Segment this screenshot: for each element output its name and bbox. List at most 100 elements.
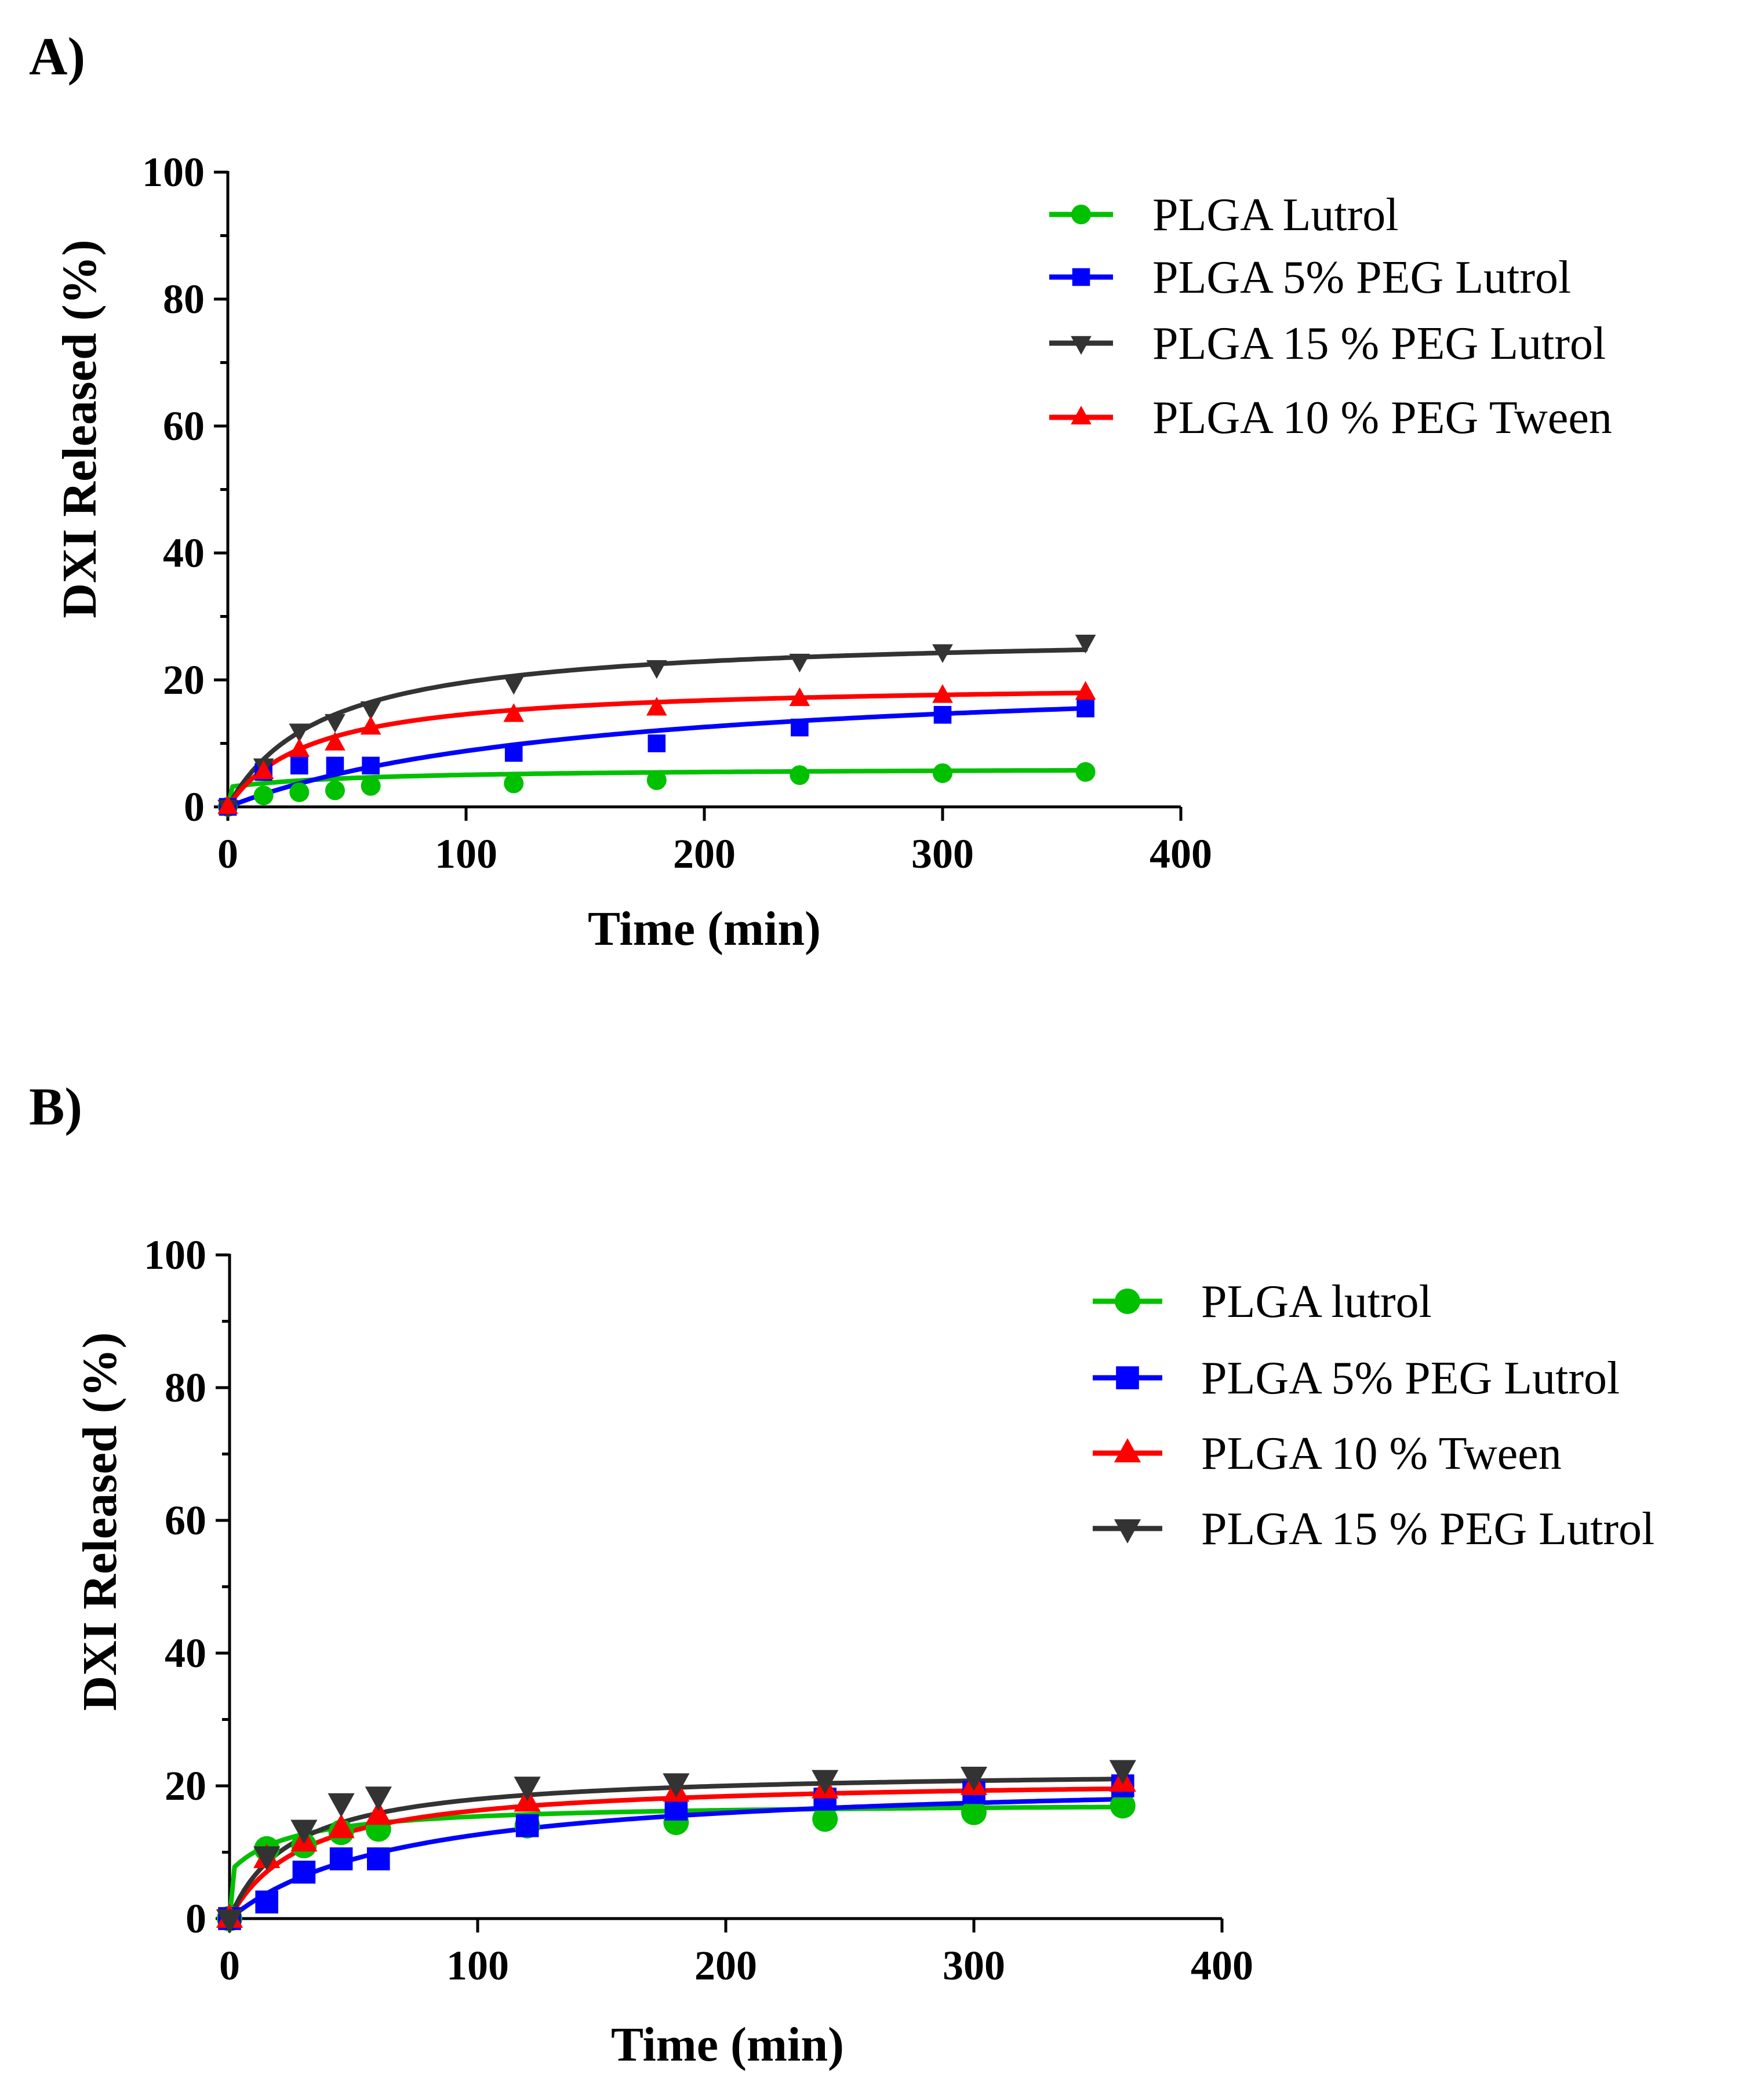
panel-b-plga-15-pct-peg-lutrol-point bbox=[812, 1770, 839, 1795]
panel-a-plga-5pct-peg-lutrol-point bbox=[933, 705, 952, 724]
panel-b-plga-5pct-peg-lutrol-point bbox=[255, 1890, 278, 1914]
panel-b-x-tick-label: 100 bbox=[446, 1942, 509, 1989]
panel-a-y-tick-label: 80 bbox=[163, 276, 205, 322]
panel-b-x-tick-label: 300 bbox=[943, 1942, 1005, 1989]
panel-a-x-tick-label: 0 bbox=[217, 831, 238, 877]
panel-b-plga-5pct-peg-lutrol-legend-marker bbox=[1116, 1366, 1139, 1389]
panel-b-plga-lutrol-legend-label: PLGA lutrol bbox=[1201, 1276, 1432, 1327]
panel-b-y-tick-label: 20 bbox=[165, 1763, 206, 1809]
panel-a-plga-15-pct-peg-lutrol-point bbox=[646, 660, 667, 679]
panel-a-plga-10-pct-peg-tween-legend-label: PLGA 10 % PEG Tween bbox=[1152, 392, 1612, 443]
panel-b-plga-5pct-peg-lutrol-point bbox=[367, 1847, 390, 1870]
panel-a-plga-10-pct-peg-tween-point bbox=[646, 697, 667, 716]
panel-a-plga-lutrol-point bbox=[646, 770, 667, 791]
panel-b-plga-lutrol-point bbox=[961, 1799, 987, 1825]
panel-b-legend: PLGA lutrol PLGA 5% PEG Lutrol PLGA 10 % T… bbox=[1093, 1276, 1654, 1555]
panel-b-y-tick-label: 40 bbox=[165, 1630, 206, 1676]
panel-b-plga-5pct-peg-lutrol-legend-label: PLGA 5% PEG Lutrol bbox=[1201, 1353, 1620, 1404]
panel-b-x-tick-label: 200 bbox=[694, 1942, 757, 1989]
panel-a-y-axis-title: DXI Released (%) bbox=[53, 239, 107, 618]
panel-a-x-tick-label: 200 bbox=[673, 831, 736, 877]
panel-b-plga-lutrol-legend-marker bbox=[1115, 1289, 1140, 1314]
panel-a-plga-5pct-peg-lutrol-point bbox=[326, 756, 344, 775]
panel-b-plga-15-pct-peg-lutrol-point bbox=[1109, 1760, 1136, 1785]
panel-b-y-tick-label: 60 bbox=[165, 1497, 206, 1544]
panel-b-legend-item: PLGA 10 % Tween bbox=[1093, 1428, 1562, 1479]
panel-a-plga-lutrol-point bbox=[1075, 762, 1096, 782]
panel-b-label: B) bbox=[29, 1077, 82, 1136]
panel-a-plga-5pct-peg-lutrol-legend-label: PLGA 5% PEG Lutrol bbox=[1152, 252, 1571, 303]
panel-a-y-tick-label: 40 bbox=[163, 530, 205, 576]
panel-a-plga-5pct-peg-lutrol-point bbox=[504, 744, 523, 762]
panel-a-plga-lutrol-point bbox=[790, 765, 810, 785]
panel-b-plga-15-pct-peg-lutrol-point bbox=[663, 1773, 690, 1798]
panel-a-plga-5pct-peg-lutrol-point bbox=[290, 756, 308, 775]
panel-a-plga-10-pct-peg-tween-point bbox=[253, 760, 274, 780]
panel-b-legend-item: PLGA 5% PEG Lutrol bbox=[1093, 1353, 1620, 1404]
panel-b-x-tick-label: 0 bbox=[219, 1942, 240, 1989]
panel-a-plga-lutrol-legend-marker bbox=[1071, 205, 1091, 224]
panel-a-plga-5pct-peg-lutrol-point bbox=[362, 756, 380, 775]
panel-b-plga-15-pct-peg-lutrol-point bbox=[328, 1793, 355, 1818]
panel-a-plga-15-pct-peg-lutrol-legend-label: PLGA 15 % PEG Lutrol bbox=[1152, 318, 1606, 369]
panel-b-plga-15-pct-peg-lutrol-point bbox=[290, 1819, 318, 1844]
panel-b-plga-10-pct-tween-legend-marker bbox=[1114, 1438, 1141, 1462]
panel-a-plga-10-pct-peg-tween-legend-marker bbox=[1071, 405, 1092, 425]
panel-a-plga-10-pct-peg-tween-point bbox=[217, 795, 238, 814]
panel-a-plga-10-pct-peg-tween-point bbox=[503, 703, 525, 722]
panel-b-data-points bbox=[216, 1760, 1136, 1934]
panel-b-plga-15-pct-peg-lutrol-point bbox=[253, 1846, 281, 1871]
panel-b-plga-10-pct-tween-point bbox=[328, 1814, 355, 1839]
panel-b-y-tick-label: 100 bbox=[144, 1232, 206, 1278]
panel-b-plga-lutrol-point bbox=[812, 1806, 838, 1832]
panel-a-legend: PLGA Lutrol PLGA 5% PEG Lutrol PLGA 15 % P… bbox=[1049, 190, 1612, 443]
panel-b-plga-5pct-peg-lutrol-point bbox=[515, 1814, 539, 1837]
panel-a-y-tick-label: 0 bbox=[184, 784, 205, 830]
panel-a-x-tick-label: 300 bbox=[911, 831, 974, 877]
panel-b-plga-15-pct-peg-lutrol-point bbox=[365, 1786, 392, 1811]
panel-a-y-tick-label: 60 bbox=[163, 403, 205, 449]
panel-b-x-axis-title: Time (min) bbox=[611, 2018, 844, 2072]
panel-a-axes: 0 20 40 60 80 100 0 100 200 300 400 bbox=[142, 149, 1212, 877]
panel-b-plga-15-pct-peg-lutrol-point bbox=[960, 1766, 988, 1791]
panel-a-plga-5pct-peg-lutrol-point bbox=[648, 734, 666, 752]
panel-a-plga-15-pct-peg-lutrol-point bbox=[325, 714, 345, 733]
panel-a-plga-5pct-peg-lutrol-point bbox=[1076, 699, 1094, 718]
panel-b-y-tick-label: 0 bbox=[186, 1895, 206, 1942]
panel-b-plga-15-pct-peg-lutrol-point bbox=[216, 1909, 243, 1934]
panel-b-x-tick-label: 400 bbox=[1191, 1942, 1253, 1989]
panel-b-plga-15-pct-peg-lutrol-point bbox=[514, 1777, 541, 1801]
panel-a-label: A) bbox=[29, 27, 85, 86]
panel-b-axes: 0 20 40 60 80 100 0 100 200 300 400 bbox=[144, 1232, 1253, 1989]
panel-a-legend-item: PLGA 10 % PEG Tween bbox=[1049, 392, 1612, 443]
panel-a-plga-lutrol-point bbox=[289, 782, 310, 802]
panel-a-plga-15-pct-peg-lutrol-point bbox=[932, 644, 953, 663]
panel-a-plga-lutrol-point bbox=[933, 763, 952, 783]
panel-a-plga-15-pct-peg-lutrol-point bbox=[503, 676, 525, 695]
panel-a-plga-lutrol-point bbox=[504, 773, 524, 794]
panel-a-plga-15-pct-peg-lutrol-point bbox=[360, 701, 381, 720]
panel-b-y-axis-title: DXI Released (%) bbox=[73, 1332, 127, 1710]
panel-a-plga-10-pct-peg-tween-point bbox=[932, 684, 953, 703]
panel-a-plga-10-pct-peg-tween-point bbox=[325, 731, 345, 751]
panel-a-plga-10-pct-peg-tween-point bbox=[289, 738, 310, 757]
panel-a-plga-15-pct-peg-lutrol-point bbox=[1075, 635, 1096, 654]
panel-b-plga-15-pct-peg-lutrol-legend-label: PLGA 15 % PEG Lutrol bbox=[1201, 1504, 1654, 1555]
panel-a-plga-15-pct-peg-lutrol-point bbox=[289, 723, 310, 743]
panel-b-y-tick-label: 80 bbox=[165, 1364, 206, 1411]
panel-a-x-tick-label: 400 bbox=[1150, 831, 1212, 877]
panel-a-y-tick-label: 20 bbox=[163, 657, 205, 703]
panel-a-plga-15-pct-peg-lutrol-legend-marker bbox=[1071, 336, 1092, 355]
panel-a-plga-lutrol-point bbox=[361, 776, 381, 796]
panel-a-legend-item: PLGA 5% PEG Lutrol bbox=[1049, 252, 1571, 303]
panel-a-legend-item: PLGA 15 % PEG Lutrol bbox=[1049, 318, 1606, 369]
panel-b-plga-10-pct-tween-legend-label: PLGA 10 % Tween bbox=[1201, 1428, 1562, 1479]
panel-a-plga-10-pct-peg-tween-point bbox=[360, 716, 381, 735]
panel-a-data-points bbox=[217, 635, 1096, 819]
panel-a-plga-15-pct-peg-lutrol-point bbox=[789, 653, 810, 673]
panel-a-plga-lutrol-point bbox=[325, 780, 345, 800]
panel-a-x-tick-label: 100 bbox=[435, 831, 497, 877]
